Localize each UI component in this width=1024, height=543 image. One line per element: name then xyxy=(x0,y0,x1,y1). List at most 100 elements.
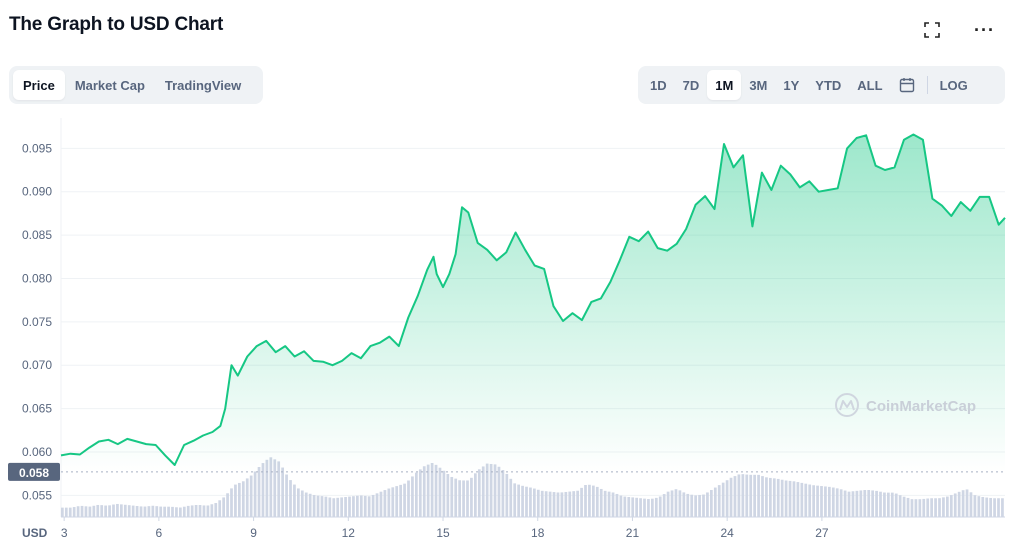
volume-bar xyxy=(808,484,812,517)
more-horizontal-icon[interactable]: ··· xyxy=(974,20,995,40)
log-scale-toggle[interactable]: LOG xyxy=(939,77,968,93)
volume-bar xyxy=(639,498,642,517)
y-tick-label: 0.090 xyxy=(22,185,52,199)
volume-bar xyxy=(76,506,80,517)
volume-bar xyxy=(277,461,281,517)
fullscreen-icon[interactable] xyxy=(924,22,940,41)
tab-market-cap[interactable]: Market Cap xyxy=(74,77,145,93)
volume-bar xyxy=(796,482,800,517)
current-price-label: 0.058 xyxy=(19,466,49,480)
volume-bar xyxy=(320,496,324,517)
volume-bar xyxy=(702,494,705,517)
volume-bar xyxy=(729,477,733,517)
volume-bar xyxy=(643,498,646,517)
volume-bar xyxy=(297,488,300,517)
volume-bar xyxy=(273,459,277,517)
volume-bar xyxy=(340,497,343,517)
range-1m[interactable]: 1M xyxy=(707,70,742,100)
volume-bar xyxy=(784,480,788,517)
volume-bar xyxy=(64,507,68,517)
volume-bar xyxy=(619,495,623,517)
range-7d[interactable]: 7D xyxy=(682,77,700,93)
volume-bar xyxy=(505,473,509,517)
volume-bar xyxy=(210,504,214,517)
volume-bar xyxy=(147,506,151,517)
volume-bar xyxy=(249,475,253,517)
volume-bar xyxy=(953,493,957,517)
volume-bar xyxy=(883,492,886,517)
volume-bar xyxy=(623,496,627,517)
y-tick-label: 0.060 xyxy=(22,445,52,459)
volume-bar xyxy=(753,474,756,517)
volume-bar xyxy=(238,482,241,517)
volume-bar xyxy=(721,482,725,517)
volume-bar xyxy=(359,495,363,517)
range-all[interactable]: ALL xyxy=(857,77,883,93)
volume-bar xyxy=(769,477,772,517)
volume-bar xyxy=(214,503,218,517)
volume-bar xyxy=(218,500,222,517)
volume-bar xyxy=(112,504,115,517)
volume-bar xyxy=(918,499,922,517)
volume-bar xyxy=(108,505,111,517)
volume-bar xyxy=(749,474,753,517)
volume-bar xyxy=(678,490,682,517)
volume-bar xyxy=(269,457,273,517)
volume-bar xyxy=(894,493,898,517)
volume-bar xyxy=(568,491,572,517)
volume-bar xyxy=(300,490,304,517)
volume-bar xyxy=(328,497,332,517)
volume-bar xyxy=(127,505,131,517)
volume-bar xyxy=(938,498,941,517)
range-tabs: 1D 7D 1M 3M 1Y YTD ALL LOG xyxy=(638,66,1005,104)
volume-bar xyxy=(84,506,88,517)
volume-bar xyxy=(839,489,843,517)
volume-bar xyxy=(470,477,473,517)
volume-bar xyxy=(525,486,528,517)
range-3m[interactable]: 3M xyxy=(749,77,768,93)
volume-bar xyxy=(285,474,288,517)
volume-bar xyxy=(367,496,371,517)
volume-bar xyxy=(222,497,225,517)
volume-bar xyxy=(474,473,477,517)
volume-bar xyxy=(371,494,375,517)
volume-bar xyxy=(584,485,587,517)
volume-bar xyxy=(68,507,72,517)
volume-bar xyxy=(230,488,233,517)
volume-bar xyxy=(631,497,635,517)
range-1y[interactable]: 1Y xyxy=(783,77,800,93)
volume-bar xyxy=(458,480,461,517)
volume-bar xyxy=(654,497,658,517)
volume-bar xyxy=(997,498,1000,517)
view-tabs: Price Market Cap TradingView xyxy=(9,66,263,104)
volume-bar xyxy=(324,496,328,517)
volume-bar xyxy=(670,490,674,517)
volume-bar xyxy=(713,487,717,517)
range-ytd[interactable]: YTD xyxy=(815,77,842,93)
volume-bar xyxy=(816,485,819,517)
tab-tradingview[interactable]: TradingView xyxy=(164,77,242,93)
x-tick-label: 3 xyxy=(61,526,68,540)
volume-bar xyxy=(776,478,780,517)
volume-bar xyxy=(167,506,170,517)
volume-bar xyxy=(493,464,497,517)
volume-bar xyxy=(509,478,513,517)
volume-bar xyxy=(887,492,890,517)
volume-bar xyxy=(847,491,851,517)
volume-bar xyxy=(100,505,104,517)
volume-bar xyxy=(580,487,583,517)
volume-bar xyxy=(922,498,926,517)
volume-bar xyxy=(552,492,556,517)
calendar-icon[interactable] xyxy=(891,70,923,100)
volume-bar xyxy=(477,469,481,517)
volume-bar xyxy=(308,493,312,517)
range-1d[interactable]: 1D xyxy=(650,77,667,93)
volume-bar xyxy=(930,498,933,517)
volume-bar xyxy=(175,507,178,517)
tab-price[interactable]: Price xyxy=(13,70,65,100)
volume-bar xyxy=(415,472,418,517)
volume-bar xyxy=(281,467,284,517)
volume-bar xyxy=(120,504,123,517)
volume-bar xyxy=(92,505,96,517)
volume-bar xyxy=(529,487,532,517)
